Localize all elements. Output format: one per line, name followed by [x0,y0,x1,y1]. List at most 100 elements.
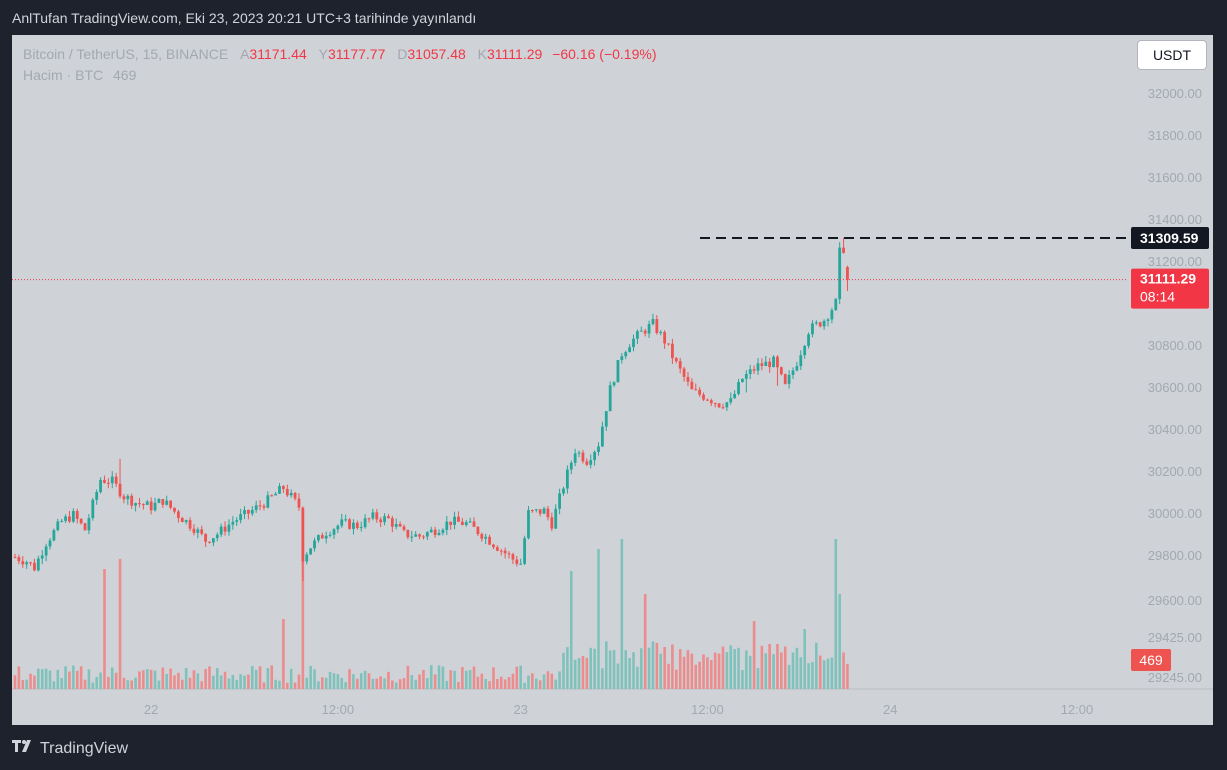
chart-pane[interactable]: 32000.00 31800.00 31600.00 31400.00 31200.00… [12,35,1213,725]
candle-body [671,343,674,359]
volume-bar [219,675,223,689]
candle-body [149,501,153,511]
candle-body [604,411,608,427]
candle-body [433,529,437,536]
candle-body [348,519,351,529]
candle-body [818,322,822,327]
volume-bar [476,676,480,689]
candle-body [340,519,344,526]
candle-body [355,522,359,528]
candle-body [211,538,215,543]
candle-body [651,319,655,325]
candle-body [639,330,643,332]
candle-body [215,534,219,539]
candle-body [223,526,227,532]
candle-body [332,529,336,535]
volume-bar [394,682,398,689]
volume-bar [811,662,814,689]
price-tick-label: 30600.00 [1148,380,1202,395]
volume-bar [682,656,686,689]
candle-body [752,369,756,371]
change-value: −60.16 (−0.19%) [552,46,657,62]
volume-bar [655,642,659,689]
candle-body [799,355,803,367]
candle-body [499,550,503,552]
volume-bar [612,649,616,689]
volume-bar [480,673,484,689]
volume-bar [313,669,316,689]
candle-body [367,518,371,520]
volume-bar [60,678,63,689]
volume-bar [484,678,487,689]
volume-bar [636,666,639,689]
candle-body [398,523,402,527]
candle-body [737,381,740,394]
candle-body [313,540,316,549]
candle-body [565,469,569,489]
candle-body [196,529,200,533]
volume-bar [262,682,266,689]
volume-bar [433,674,437,689]
volume-bar [647,647,651,689]
candle-body [709,400,713,404]
candle-body [200,529,204,534]
volume-bar [83,679,87,689]
candle-body [628,347,632,353]
countdown-value: 08:14 [1140,289,1175,305]
candle-body [756,363,760,371]
candle-body [285,488,289,496]
volume-bar [410,675,414,689]
volume-value: 469 [113,67,137,83]
volume-bar [842,652,845,689]
price-chart[interactable]: 32000.00 31800.00 31600.00 31400.00 31200.00… [12,35,1213,725]
high-value: 31177.77 [328,46,386,62]
candle-body [577,452,581,454]
volume-legend: Hacim · BTC 469 [23,67,136,83]
time-tick-label: 12:00 [691,702,724,717]
volume-bar [208,666,211,689]
volume-bar [142,670,145,689]
volume-bar [457,681,460,689]
candle-body [457,516,460,522]
volume-bar [25,679,28,689]
volume-bar [472,666,476,689]
volume-bar [702,654,705,689]
candle-body [558,493,561,509]
candle-body [507,553,511,555]
candle-body [764,361,768,367]
volume-bar [107,676,110,689]
volume-bar [760,645,764,689]
candle-body [126,495,130,500]
volume-bar [348,669,351,689]
candle-body [488,536,491,545]
volume-bar [157,680,161,689]
candle-body [161,499,165,505]
volume-bar [406,665,410,689]
currency-button[interactable]: USDT [1137,40,1207,70]
candle-body [309,548,313,555]
candle-body [208,541,211,543]
candle-body [25,562,29,565]
volume-bar [729,645,733,689]
volume-bar [772,654,775,689]
volume-bar [608,650,612,689]
volume-bar [694,664,698,689]
candle-body [713,403,717,405]
open-value: 31171.44 [249,46,307,62]
volume-bar [328,671,332,689]
candle-body [165,500,169,505]
tradingview-logo[interactable]: TradingView [12,739,128,758]
volume-bar [768,643,771,689]
candle-body [91,499,95,519]
candle-body [492,544,495,548]
volume-bar [667,663,670,689]
volume-bar [601,668,604,689]
volume-bar [807,663,810,689]
volume-bar [745,650,748,689]
candle-body [741,378,744,382]
volume-bar [566,647,569,689]
candle-body [71,511,75,522]
candle-body [13,557,17,559]
candle-body [445,521,449,530]
candle-body [60,520,64,522]
